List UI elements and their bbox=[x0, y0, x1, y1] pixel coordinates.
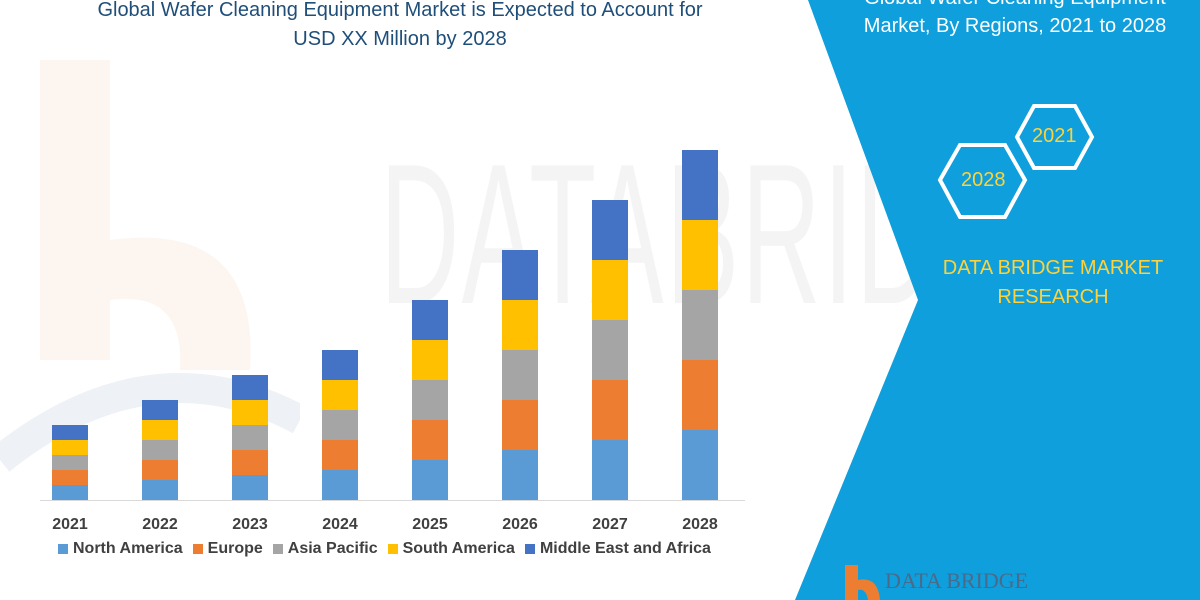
bar-2026-europe bbox=[502, 400, 538, 450]
bar-2024-europe bbox=[322, 440, 358, 470]
chart-title-line-2: USD XX Million by 2028 bbox=[293, 28, 507, 50]
brand-line-1: DATA BRIDGE MARKET bbox=[942, 257, 1164, 279]
bar-2023-middle-east-and-africa bbox=[232, 375, 268, 400]
bar-2025-north-america bbox=[412, 460, 448, 500]
bar-2025-europe bbox=[412, 420, 448, 460]
bar-2028-south-america bbox=[682, 220, 718, 290]
bar-2025-middle-east-and-africa bbox=[412, 300, 448, 340]
chart-title-line-1: Global Wafer Cleaning Equipment Market i… bbox=[97, 0, 703, 21]
bar-2027-europe bbox=[592, 380, 628, 440]
bar-2027-middle-east-and-africa bbox=[592, 200, 628, 260]
bar-2028-europe bbox=[682, 360, 718, 430]
x-tick-label: 2026 bbox=[502, 516, 538, 533]
panel-title-line-1: Global Wafer Cleaning Equipment bbox=[830, 0, 1200, 13]
legend: North America Europe Asia Pacific South Ame… bbox=[58, 540, 711, 558]
bar-2023-asia-pacific bbox=[232, 425, 268, 450]
bar-2026-north-america bbox=[502, 450, 538, 500]
bar-2022-asia-pacific bbox=[142, 440, 178, 460]
legend-item: South America bbox=[387, 540, 515, 558]
bar-2026-asia-pacific bbox=[502, 350, 538, 400]
logo-text: DATA BRIDGE bbox=[885, 568, 1029, 593]
bar-2022-middle-east-and-africa bbox=[142, 400, 178, 420]
bar-2024-north-america bbox=[322, 470, 358, 500]
legend-label: Asia Pacific bbox=[287, 540, 378, 557]
bar-2021-europe bbox=[52, 470, 88, 485]
x-tick-label: 2025 bbox=[412, 516, 448, 533]
legend-swatch bbox=[58, 544, 68, 554]
bar-2022-europe bbox=[142, 460, 178, 480]
legend-swatch bbox=[272, 544, 283, 554]
x-tick-label: 2021 bbox=[52, 516, 88, 533]
legend-swatch bbox=[192, 544, 203, 554]
bar-2021-north-america bbox=[52, 485, 88, 500]
legend-item: Middle East and Africa bbox=[524, 540, 711, 558]
bar-2025-south-america bbox=[412, 340, 448, 380]
bar-2021-south-america bbox=[52, 440, 88, 455]
bar-2023-south-america bbox=[232, 400, 268, 425]
x-tick-label: 2024 bbox=[322, 516, 358, 533]
hexagon-2028 bbox=[937, 143, 1028, 219]
x-tick-label: 2023 bbox=[232, 516, 268, 533]
x-tick-label: 2028 bbox=[682, 516, 718, 533]
bar-2022-north-america bbox=[142, 480, 178, 500]
bar-2026-south-america bbox=[502, 300, 538, 350]
bar-2027-north-america bbox=[592, 440, 628, 500]
legend-label: Middle East and Africa bbox=[539, 540, 711, 557]
logo-mark bbox=[845, 565, 880, 600]
brand-line-2: RESEARCH bbox=[997, 286, 1109, 308]
hex-year-2021: 2021 bbox=[1032, 125, 1077, 147]
legend-item: North America bbox=[58, 540, 183, 558]
bar-2028-north-america bbox=[682, 430, 718, 500]
bar-2024-south-america bbox=[322, 380, 358, 410]
bar-2021-asia-pacific bbox=[52, 455, 88, 470]
legend-label: North America bbox=[73, 540, 183, 557]
x-tick-label: 2027 bbox=[592, 516, 628, 533]
stacked-bar-chart bbox=[40, 150, 745, 501]
bar-2024-asia-pacific bbox=[322, 410, 358, 440]
bar-2025-asia-pacific bbox=[412, 380, 448, 420]
bar-2027-south-america bbox=[592, 260, 628, 320]
legend-swatch bbox=[524, 544, 535, 554]
hex-year-2028: 2028 bbox=[961, 169, 1006, 191]
legend-item: Asia Pacific bbox=[272, 540, 378, 558]
panel-title-line-2: Market, By Regions, 2021 to 2028 bbox=[863, 15, 1167, 37]
legend-swatch bbox=[387, 544, 398, 554]
bar-2023-north-america bbox=[232, 475, 268, 500]
bar-2028-middle-east-and-africa bbox=[682, 150, 718, 220]
legend-item: Europe bbox=[192, 540, 263, 558]
bar-2024-middle-east-and-africa bbox=[322, 350, 358, 380]
hexagon-2021 bbox=[1014, 104, 1095, 170]
legend-label: Europe bbox=[207, 540, 263, 557]
bar-2027-asia-pacific bbox=[592, 320, 628, 380]
bar-2026-middle-east-and-africa bbox=[502, 250, 538, 300]
bar-2023-europe bbox=[232, 450, 268, 475]
legend-label: South America bbox=[402, 540, 515, 557]
bar-2021-middle-east-and-africa bbox=[52, 425, 88, 440]
panel-background bbox=[795, 0, 1200, 600]
bar-2028-asia-pacific bbox=[682, 290, 718, 360]
bar-2022-south-america bbox=[142, 420, 178, 440]
x-tick-label: 2022 bbox=[142, 516, 178, 533]
